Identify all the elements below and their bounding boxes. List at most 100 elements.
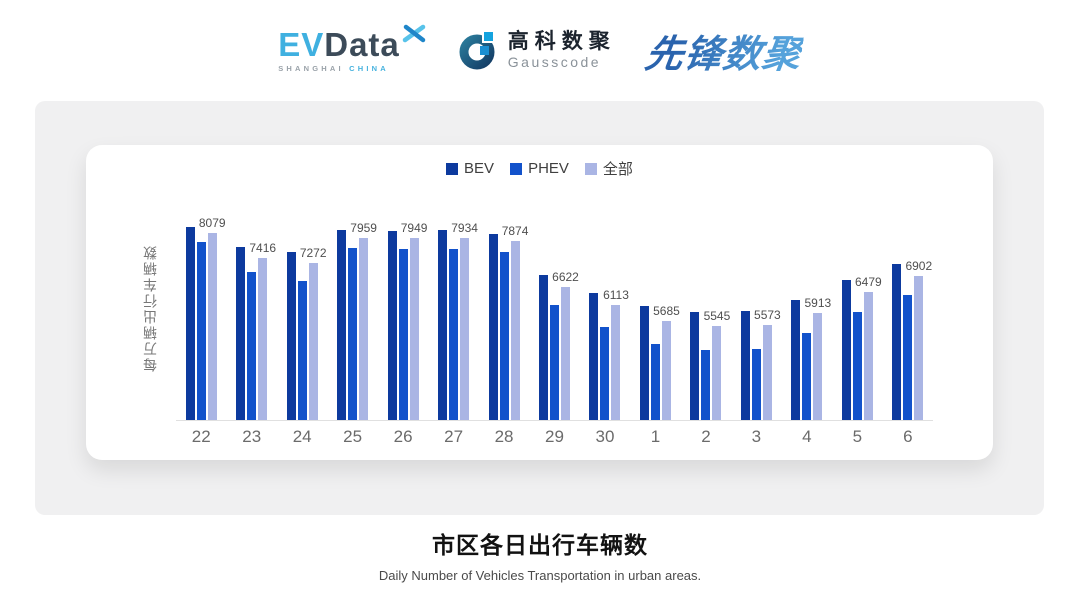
bar-wrap-bev [740,311,750,420]
bar-bev-5 [841,279,851,420]
bar-phev-27 [449,249,459,420]
bar-wrap-phev [348,248,358,420]
bar-phev-2 [701,349,711,420]
bar-bev-28 [488,233,498,420]
bar-group-30: 6113 [580,190,630,420]
bar-wrap-all: 7416 [249,241,276,420]
bar-all-24 [308,262,318,420]
bar-phev-24 [297,280,307,420]
bar-phev-5 [852,312,862,420]
bar-bev-23 [236,247,246,420]
bar-wrap-phev [600,327,610,420]
evdata-cross-leaf-icon [402,24,426,42]
x-tick-label-5: 5 [852,427,863,446]
x-tick-label-2: 2 [701,427,711,446]
x-tick-label-25: 25 [343,427,363,446]
bar-value-label-26: 7949 [400,220,428,235]
legend-item-all[interactable]: 全部 [584,158,633,179]
bar-phev-26 [398,249,408,420]
bar-phev-3 [751,348,761,420]
bar-wrap-phev [751,348,761,420]
bar-wrap-bev [690,312,700,420]
bar-phev-29 [550,304,560,420]
bar-wrap-all: 6479 [855,275,882,420]
x-tick-label-6: 6 [903,427,913,446]
bar-group-29: 6622 [529,190,579,420]
x-tick-label-4: 4 [802,427,812,446]
bar-group-5: 6479 [832,190,882,420]
bar-all-29 [561,286,571,420]
bar-group-27: 7934 [428,190,478,420]
bar-all-1 [661,321,671,420]
footer: 市区各日出行车辆数 Daily Number of Vehicles Trans… [0,526,1080,583]
bar-all-3 [762,325,772,420]
bar-wrap-bev [236,247,246,420]
bar-bev-27 [438,229,448,420]
bar-value-label-22: 8079 [198,216,226,231]
bar-group-6: 6902 [883,190,933,420]
bar-group-25: 7959 [327,190,377,420]
bar-phev-6 [903,295,913,420]
bar-wrap-all: 7959 [350,221,377,420]
header: EV Data SHANGHAI CHINA [0,0,1080,100]
bar-group-28: 7874 [479,190,529,420]
bar-wrap-bev [438,229,448,420]
bar-wrap-all: 5545 [704,309,730,420]
bar-wrap-all: 7874 [502,224,528,420]
bar-bev-29 [539,274,549,420]
bar-bev-26 [387,230,397,420]
chart-legend: BEV PHEV 全部 [86,158,993,179]
x-axis-ticks: 22 23 24 25 26 27 28 29 30 1 2 3 4 5 6 [176,427,933,447]
bar-value-label-2: 5545 [703,309,731,324]
x-tick-label-29: 29 [545,427,564,446]
evdata-sublabel-shanghai: SHANGHAI [278,63,344,73]
bar-all-26 [409,237,419,420]
x-tick-label-1: 1 [650,427,661,446]
bar-all-27 [460,238,470,420]
bar-bev-25 [337,229,347,420]
bar-all-4 [813,312,823,420]
bar-value-label-5: 6479 [854,275,882,289]
bar-all-22 [207,233,217,420]
bar-wrap-phev [802,333,812,420]
bar-group-22: 8079 [176,190,226,420]
legend-item-phev[interactable]: PHEV [510,160,569,177]
bar-all-30 [611,305,621,420]
bar-value-label-27: 7934 [451,221,478,236]
bar-bev-30 [589,293,599,420]
bar-all-6 [914,276,924,420]
bar-wrap-phev [297,280,307,420]
pioneer-logo: 先锋数聚 [642,23,806,78]
chart-panel: BEV PHEV 全部 每万辆出行车辆数 8079 7416 7272 7959 7949 7… [35,101,1044,515]
bar-wrap-all: 6622 [552,270,579,420]
x-tick-label-27: 27 [444,427,464,446]
bar-phev-1 [650,343,660,420]
bar-wrap-phev [449,249,459,420]
bar-bev-24 [286,251,296,420]
x-tick-label-26: 26 [393,427,413,446]
bar-wrap-bev [539,274,549,420]
x-tick-label-30: 30 [595,427,615,446]
bar-bev-1 [639,306,649,420]
bar-wrap-bev [892,264,902,420]
chart-card: BEV PHEV 全部 每万辆出行车辆数 8079 7416 7272 7959 7949 7… [86,145,993,460]
bar-bev-2 [690,312,700,420]
chart-title: 市区各日出行车辆数 [432,532,648,558]
legend-swatch-bev [446,162,459,175]
bar-value-label-30: 6113 [603,288,629,303]
legend-label-phev: PHEV [528,160,569,177]
x-tick-label-22: 22 [191,427,211,446]
gausscode-cn-label: 高科数聚 [507,29,616,53]
bar-value-label-29: 6622 [552,269,579,284]
bar-wrap-bev [286,251,296,420]
bar-wrap-bev [589,293,599,420]
bar-all-5 [863,292,873,420]
bar-all-25 [359,237,369,420]
legend-item-bev[interactable]: BEV [446,160,494,177]
bar-wrap-all: 8079 [199,216,226,420]
bar-wrap-phev [650,343,660,420]
bar-value-label-25: 7959 [350,220,377,235]
x-tick-label-28: 28 [494,427,514,446]
bar-group-23: 7416 [226,190,276,420]
